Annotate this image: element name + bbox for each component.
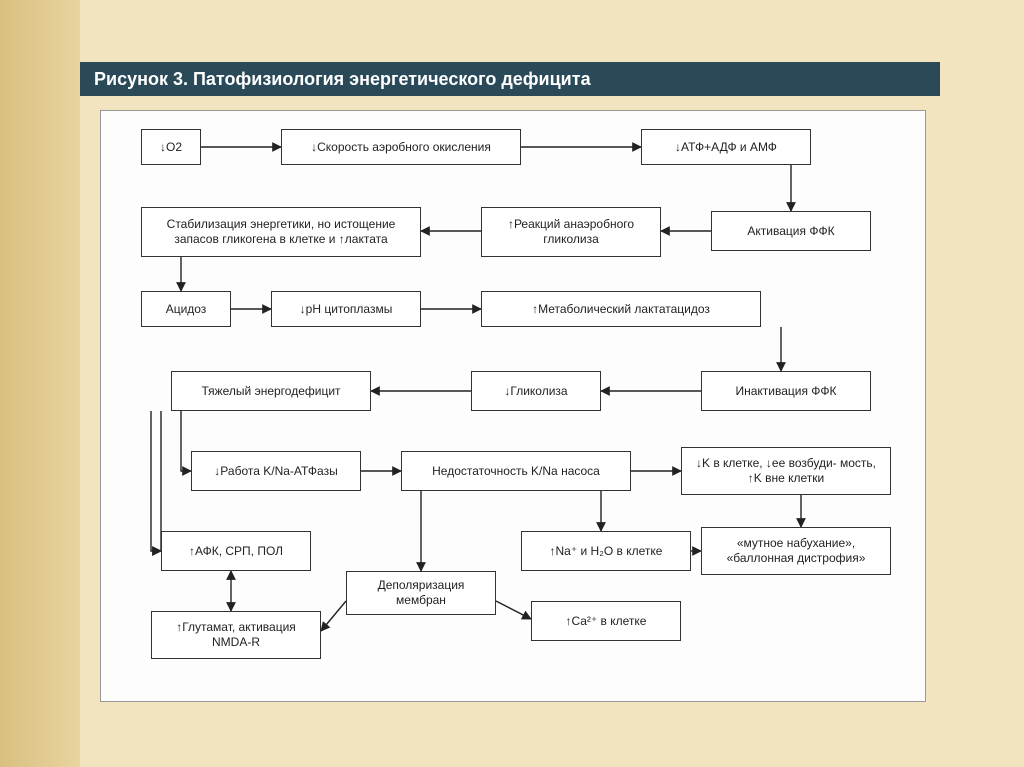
node-metlact: ↑Метаболический лактатацидоз	[481, 291, 761, 327]
node-stabil: Стабилизация энергетики, но истощение за…	[141, 207, 421, 257]
node-acidoz: Ацидоз	[141, 291, 231, 327]
node-kcell: ↓K в клетке, ↓ее возбуди- мость, ↑K вне …	[681, 447, 891, 495]
node-atp: ↓АТФ+АДФ и АМФ	[641, 129, 811, 165]
node-mutnoe: «мутное набухание», «баллонная дистрофия…	[701, 527, 891, 575]
node-ca2: ↑Ca²⁺ в клетке	[531, 601, 681, 641]
figure-title-bar: Рисунок 3. Патофизиология энергетическог…	[80, 62, 940, 96]
node-inakt: Инактивация ФФК	[701, 371, 871, 411]
node-aerobic: ↓Скорость аэробного окисления	[281, 129, 521, 165]
node-nah2o: ↑Na⁺ и H₂O в клетке	[521, 531, 691, 571]
node-knaatp: ↓Работа K/Na-АТФазы	[191, 451, 361, 491]
node-depol: Деполяризация мембран	[346, 571, 496, 615]
node-afk: ↑АФК, СРП, ПОЛ	[161, 531, 311, 571]
node-affk: Активация ФФК	[711, 211, 871, 251]
figure-title: Рисунок 3. Патофизиология энергетическог…	[94, 69, 591, 90]
flowchart-panel: ↓O2 ↓Скорость аэробного окисления ↓АТФ+АДФ…	[100, 110, 926, 702]
node-tyazh: Тяжелый энергодефицит	[171, 371, 371, 411]
node-ph: ↓pH цитоплазмы	[271, 291, 421, 327]
node-glyc: ↓Гликолиза	[471, 371, 601, 411]
node-glut: ↑Глутамат, активация NMDA-R	[151, 611, 321, 659]
edge-trunk-afk	[151, 411, 161, 551]
node-knapump: Недостаточность K/Na насоса	[401, 451, 631, 491]
edge-tyazh-knaatp	[181, 411, 191, 471]
node-anaer: ↑Реакций анаэробного гликолиза	[481, 207, 661, 257]
edge-depol-glut	[321, 601, 346, 631]
node-o2: ↓O2	[141, 129, 201, 165]
edge-depol-ca2	[496, 601, 531, 619]
